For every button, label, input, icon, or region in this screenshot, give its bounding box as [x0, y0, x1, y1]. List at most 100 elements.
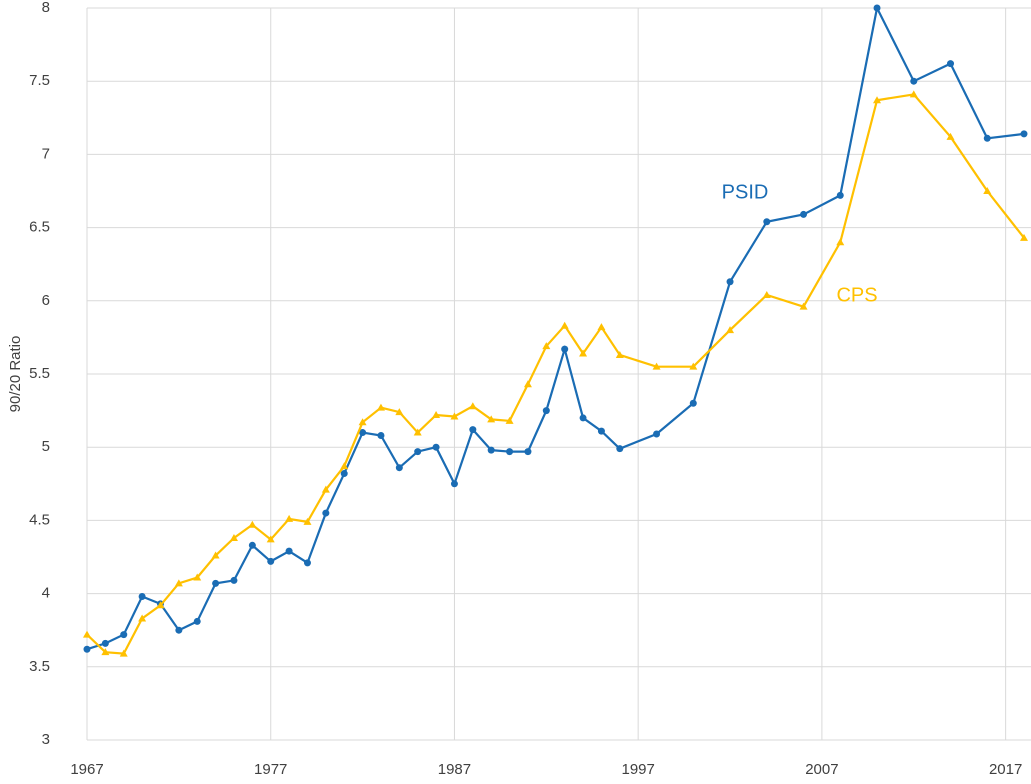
marker [138, 614, 147, 622]
y-tick-label: 7 [42, 145, 50, 162]
marker [1020, 130, 1028, 138]
y-tick-label: 8 [42, 0, 50, 16]
marker [579, 414, 587, 422]
marker [174, 579, 183, 587]
marker [799, 302, 808, 310]
marker [506, 448, 514, 456]
marker [358, 418, 367, 426]
marker [156, 601, 165, 609]
x-tick-label: 2007 [805, 761, 838, 778]
marker [505, 416, 514, 424]
y-tick-label: 7.5 [29, 72, 50, 89]
marker [322, 509, 330, 517]
marker [248, 520, 257, 528]
marker [615, 350, 624, 358]
marker [726, 326, 735, 334]
marker [910, 77, 918, 85]
marker [340, 470, 348, 478]
x-tick-label: 2017 [989, 761, 1022, 778]
marker [303, 559, 311, 567]
marker [542, 407, 550, 415]
x-tick-label: 1977 [254, 761, 287, 778]
marker [359, 429, 367, 437]
marker [763, 218, 771, 226]
marker [616, 445, 624, 453]
marker [946, 132, 955, 140]
x-tick-label: 1997 [621, 761, 654, 778]
marker [762, 290, 771, 298]
y-tick-label: 5.5 [29, 365, 50, 382]
marker [395, 464, 403, 472]
marker [267, 557, 275, 565]
marker [211, 551, 220, 559]
marker [450, 412, 459, 420]
marker [579, 349, 588, 357]
marker [800, 210, 808, 218]
marker [101, 648, 110, 656]
y-tick-label: 6.5 [29, 219, 50, 236]
marker [450, 480, 458, 488]
marker [561, 345, 569, 353]
marker [229, 533, 238, 541]
y-axis-title: 90/20 Ratio [7, 336, 24, 413]
series-label: CPS [836, 284, 877, 306]
y-tick-label: 5 [42, 438, 50, 455]
marker [212, 579, 220, 587]
marker [432, 410, 441, 418]
marker [1020, 233, 1028, 241]
marker [983, 134, 991, 142]
marker [413, 428, 422, 436]
marker [120, 631, 128, 639]
series-line [86, 4, 1025, 651]
marker [597, 323, 606, 331]
y-tick-label: 6 [42, 292, 50, 309]
marker [983, 187, 992, 194]
marker [560, 321, 569, 329]
marker [487, 446, 495, 454]
y-tick-label: 4 [42, 585, 50, 602]
marker [947, 60, 955, 68]
marker [285, 514, 294, 522]
x-tick-label: 1967 [70, 761, 103, 778]
marker [193, 617, 201, 625]
marker [266, 535, 275, 543]
marker [689, 399, 697, 407]
marker [873, 4, 881, 12]
marker [432, 443, 440, 451]
marker [468, 402, 477, 410]
marker [836, 191, 844, 199]
marker [653, 430, 661, 438]
marker [321, 485, 330, 493]
marker [597, 427, 605, 435]
marker [469, 426, 477, 434]
y-tick-label: 3 [42, 731, 50, 748]
x-tick-label: 1987 [438, 761, 471, 778]
marker [376, 403, 385, 411]
y-tick-label: 3.5 [29, 658, 50, 675]
marker [414, 448, 422, 456]
marker [726, 278, 734, 286]
marker [138, 593, 146, 601]
marker [285, 547, 293, 555]
marker [119, 649, 128, 657]
marker [230, 576, 238, 584]
marker [542, 342, 551, 350]
marker [524, 448, 532, 456]
marker [652, 362, 661, 370]
marker [689, 362, 698, 370]
marker [248, 541, 256, 549]
marker [523, 380, 532, 388]
marker [340, 462, 349, 470]
marker [836, 238, 845, 246]
y-tick-label: 4.5 [29, 511, 50, 528]
marker [175, 626, 183, 634]
marker [909, 90, 918, 98]
marker [377, 431, 385, 439]
marker [83, 630, 91, 638]
marker [193, 573, 202, 581]
marker [101, 639, 109, 647]
marker [303, 517, 312, 525]
marker [487, 415, 496, 423]
marker [395, 408, 404, 416]
